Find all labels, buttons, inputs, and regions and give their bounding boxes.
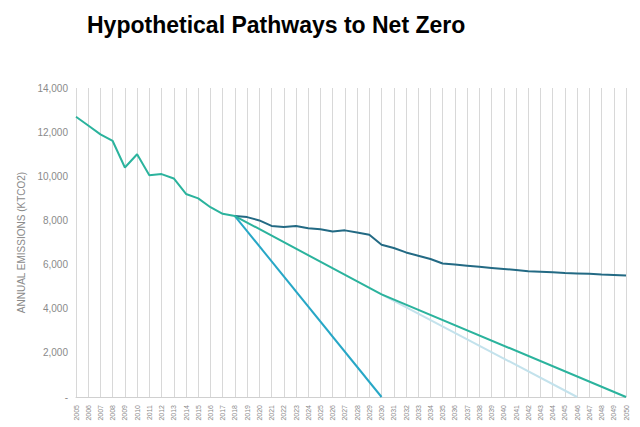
- svg-text:2005: 2005: [73, 405, 80, 421]
- svg-text:4,000: 4,000: [43, 303, 68, 314]
- svg-text:2049: 2049: [610, 405, 617, 421]
- svg-text:2026: 2026: [329, 405, 336, 421]
- svg-text:2021: 2021: [268, 405, 275, 421]
- svg-text:2017: 2017: [219, 405, 226, 421]
- svg-text:2034: 2034: [427, 405, 434, 421]
- svg-text:-: -: [65, 392, 68, 403]
- svg-text:12,000: 12,000: [37, 127, 68, 138]
- svg-text:ANNUAL EMISSIONS (KTCO2): ANNUAL EMISSIONS (KTCO2): [16, 172, 27, 313]
- svg-text:Hypothetical Pathways to Net Z: Hypothetical Pathways to Net Zero: [87, 12, 465, 38]
- svg-text:2043: 2043: [537, 405, 544, 421]
- svg-text:2007: 2007: [97, 405, 104, 421]
- svg-text:2031: 2031: [390, 405, 397, 421]
- svg-text:2020: 2020: [256, 405, 263, 421]
- svg-text:2009: 2009: [121, 405, 128, 421]
- svg-text:2025: 2025: [317, 405, 324, 421]
- svg-text:2013: 2013: [170, 405, 177, 421]
- svg-text:2042: 2042: [525, 405, 532, 421]
- svg-text:2039: 2039: [488, 405, 495, 421]
- svg-text:2036: 2036: [451, 405, 458, 421]
- svg-text:2023: 2023: [293, 405, 300, 421]
- svg-text:2015: 2015: [195, 405, 202, 421]
- svg-text:2010: 2010: [134, 405, 141, 421]
- svg-text:2029: 2029: [366, 405, 373, 421]
- svg-text:8,000: 8,000: [43, 215, 68, 226]
- svg-text:2044: 2044: [549, 405, 556, 421]
- svg-text:14,000: 14,000: [37, 83, 68, 94]
- svg-text:2040: 2040: [500, 405, 507, 421]
- svg-text:2045: 2045: [561, 405, 568, 421]
- svg-text:2037: 2037: [464, 405, 471, 421]
- svg-text:2027: 2027: [341, 405, 348, 421]
- svg-text:2041: 2041: [513, 405, 520, 421]
- svg-text:2014: 2014: [183, 405, 190, 421]
- svg-text:10,000: 10,000: [37, 171, 68, 182]
- svg-text:2018: 2018: [231, 405, 238, 421]
- svg-text:2,000: 2,000: [43, 347, 68, 358]
- svg-text:2035: 2035: [439, 405, 446, 421]
- svg-text:2033: 2033: [415, 405, 422, 421]
- svg-text:2046: 2046: [574, 405, 581, 421]
- svg-text:2019: 2019: [244, 405, 251, 421]
- svg-text:2024: 2024: [305, 405, 312, 421]
- svg-text:2022: 2022: [280, 405, 287, 421]
- svg-text:2008: 2008: [109, 405, 116, 421]
- svg-text:2006: 2006: [85, 405, 92, 421]
- svg-text:2038: 2038: [476, 405, 483, 421]
- svg-text:2011: 2011: [146, 405, 153, 420]
- svg-text:2030: 2030: [378, 405, 385, 421]
- svg-text:2048: 2048: [598, 405, 605, 421]
- svg-text:2050: 2050: [623, 405, 630, 421]
- svg-text:2032: 2032: [403, 405, 410, 421]
- svg-text:2012: 2012: [158, 405, 165, 421]
- svg-text:2016: 2016: [207, 405, 214, 421]
- svg-text:2047: 2047: [586, 405, 593, 421]
- svg-text:6,000: 6,000: [43, 259, 68, 270]
- svg-text:2028: 2028: [354, 405, 361, 421]
